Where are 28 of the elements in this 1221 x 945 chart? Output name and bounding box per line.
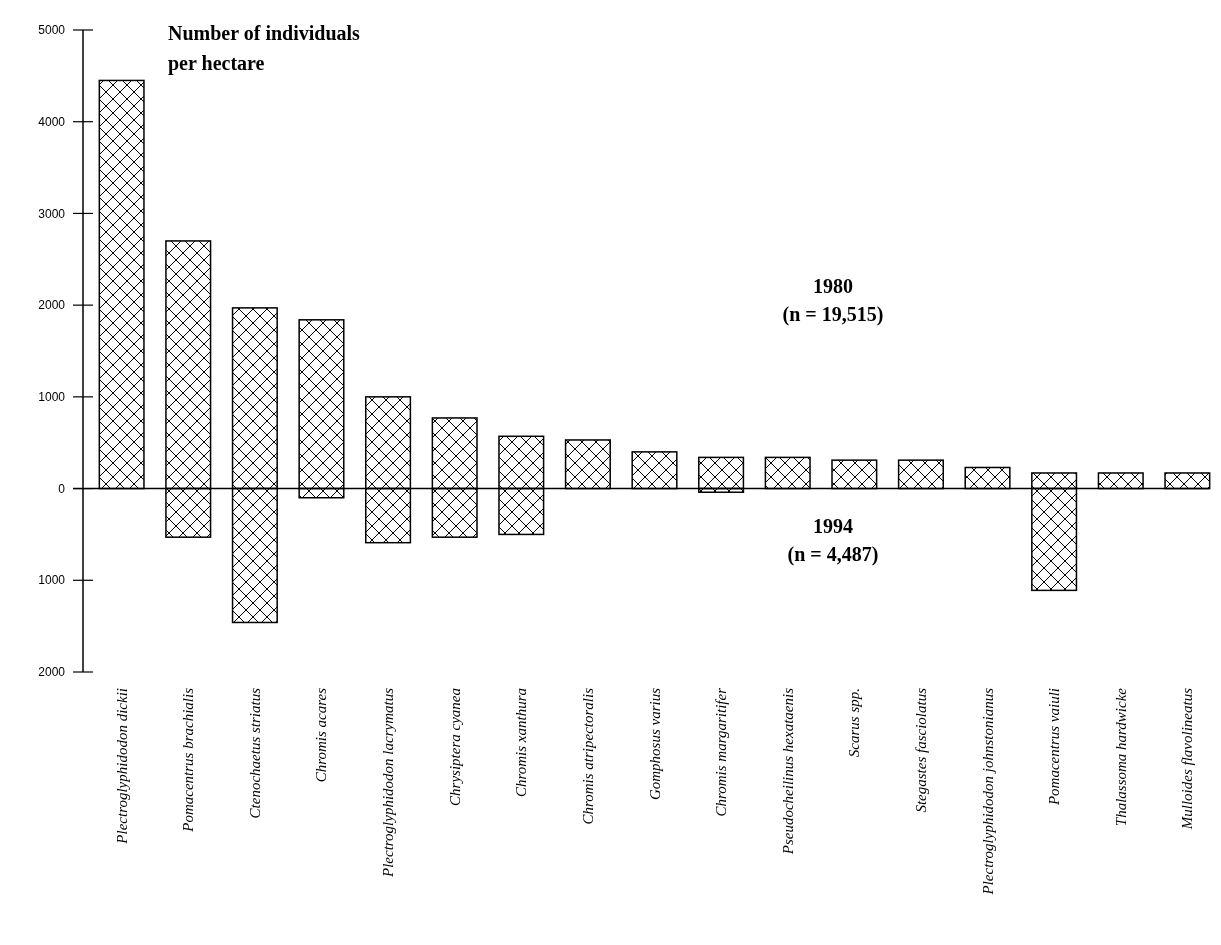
annotation: 1980 (n = 19,515): [782, 275, 884, 326]
x-tick-label: Gomphosus varius: [646, 687, 663, 801]
x-tick-label: Pomacentrus vaiuli: [1046, 688, 1063, 807]
x-tick-label: Pseudocheilinus hexataenis: [779, 687, 796, 856]
y-tick-label: 1000: [38, 573, 66, 588]
y-tick-label: 2000: [38, 298, 66, 313]
x-tick-label: Chromis atripectoralis: [579, 687, 596, 825]
chart-title: Number of individuals per hectare: [168, 22, 361, 75]
x-tick-label: Pomacentrus brachialis: [180, 687, 197, 833]
x-tick-label: Chrysiptera cyanea: [446, 688, 463, 806]
x-tick-label: Chromis margaritifer: [713, 687, 730, 817]
y-tick-label: 4000: [38, 114, 66, 129]
x-tick-label: Ctenochaetus striatus: [246, 687, 263, 819]
x-tick-label: Thalassoma hardwicke: [1112, 687, 1129, 827]
x-tick-label: Chromis acares: [313, 687, 330, 783]
x-tick-label: Plectroglyphidodon lacrymatus: [380, 687, 397, 878]
y-tick-label: 0: [58, 481, 66, 496]
annotation: 1994 (n = 4,487): [787, 515, 879, 566]
y-tick-label: 2000: [38, 665, 66, 680]
y-tick-label: 1000: [38, 390, 66, 405]
x-tick-label: Stegastes fasciolatus: [912, 687, 929, 813]
y-tick-label: 3000: [38, 206, 66, 221]
x-tick-label: Chromis xanthura: [513, 688, 530, 798]
x-tick-label: Plectroglyphidodon dickii: [113, 688, 130, 845]
x-tick-label: Scarus spp.: [846, 688, 863, 758]
x-tick-label: Mulloides flavolineatus: [1179, 687, 1196, 831]
x-tick-label: Plectroglyphidodon johnstonianus: [979, 687, 996, 896]
y-tick-label: 5000: [38, 23, 66, 38]
